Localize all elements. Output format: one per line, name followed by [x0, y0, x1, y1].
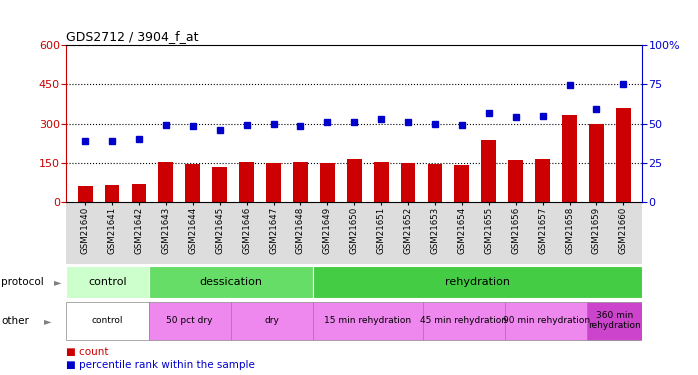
Bar: [77, 186, 93, 202]
Bar: [373, 162, 389, 202]
Bar: [454, 165, 469, 202]
Bar: [428, 164, 443, 202]
Bar: [423, 302, 505, 340]
Bar: [508, 160, 523, 202]
Text: 90 min rehydration: 90 min rehydration: [503, 316, 590, 325]
Bar: [186, 164, 200, 202]
Bar: [589, 124, 604, 202]
Bar: [231, 302, 313, 340]
Text: protocol: protocol: [1, 277, 44, 287]
Text: dessication: dessication: [200, 277, 262, 287]
Bar: [266, 163, 281, 202]
Bar: [313, 266, 642, 298]
Text: 50 pct dry: 50 pct dry: [166, 316, 213, 325]
Text: GDS2712 / 3904_f_at: GDS2712 / 3904_f_at: [66, 30, 199, 43]
Bar: [212, 167, 227, 202]
Bar: [482, 140, 496, 202]
Bar: [66, 266, 149, 298]
Bar: [535, 159, 550, 203]
Text: 15 min rehydration: 15 min rehydration: [325, 316, 412, 325]
Text: rehydration: rehydration: [445, 277, 510, 287]
Text: control: control: [88, 277, 127, 287]
Bar: [320, 163, 335, 202]
Bar: [158, 162, 173, 202]
Bar: [293, 162, 308, 202]
Bar: [313, 302, 423, 340]
Text: 360 min
rehydration: 360 min rehydration: [588, 311, 641, 330]
Text: other: other: [1, 316, 29, 326]
Bar: [505, 302, 587, 340]
Bar: [562, 115, 577, 202]
Text: 45 min rehydration: 45 min rehydration: [420, 316, 507, 325]
Text: ■ percentile rank within the sample: ■ percentile rank within the sample: [66, 360, 255, 370]
Text: ■ count: ■ count: [66, 347, 109, 357]
Bar: [239, 162, 254, 202]
Bar: [587, 302, 642, 340]
Text: ►: ►: [54, 277, 62, 287]
Text: ►: ►: [44, 316, 52, 326]
Bar: [105, 185, 119, 202]
Bar: [401, 163, 415, 202]
Bar: [149, 302, 231, 340]
Bar: [131, 184, 147, 203]
Text: control: control: [91, 316, 123, 325]
Bar: [347, 159, 362, 203]
Bar: [616, 108, 631, 202]
Bar: [66, 302, 149, 340]
Bar: [149, 266, 313, 298]
Text: dry: dry: [265, 316, 279, 325]
